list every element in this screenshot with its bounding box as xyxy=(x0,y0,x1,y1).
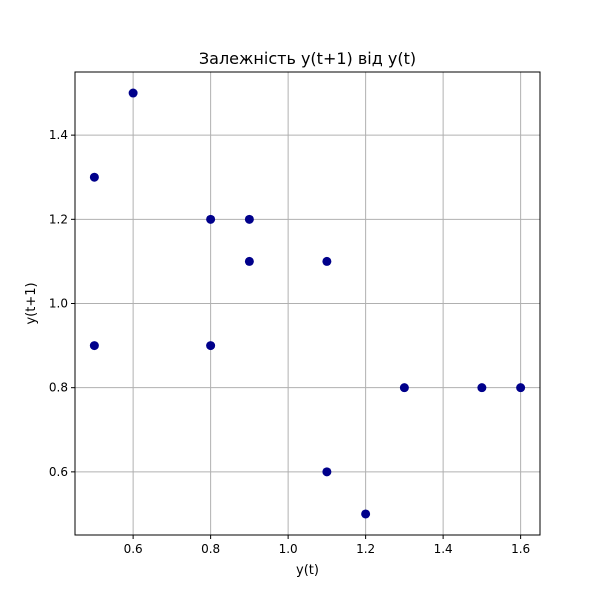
x-tick-label: 1.6 xyxy=(511,542,530,556)
scatter-point xyxy=(399,383,409,393)
chart-title: Залежність y(t+1) від y(t) xyxy=(199,49,416,68)
y-tick-label: 1.0 xyxy=(49,297,68,311)
scatter-point xyxy=(516,383,526,393)
scatter-point xyxy=(244,214,254,224)
scatter-point xyxy=(89,172,99,182)
scatter-point xyxy=(128,88,138,98)
x-tick-label: 1.4 xyxy=(434,542,453,556)
data-points xyxy=(89,88,526,519)
x-tick-label: 0.6 xyxy=(124,542,143,556)
x-tick-label: 0.8 xyxy=(201,542,220,556)
scatter-point xyxy=(361,509,371,519)
y-tick-label: 1.4 xyxy=(49,128,68,142)
y-tick-label: 1.2 xyxy=(49,212,68,226)
scatter-point xyxy=(89,341,99,351)
scatter-point xyxy=(206,341,216,351)
y-tick-label: 0.8 xyxy=(49,381,68,395)
y-axis-ticks: 0.6 0.8 1.0 1.2 1.4 xyxy=(49,128,75,479)
x-tick-label: 1.0 xyxy=(279,542,298,556)
scatter-point xyxy=(206,214,216,224)
x-tick-label: 1.2 xyxy=(356,542,375,556)
x-axis-ticks: 0.6 0.8 1.0 1.2 1.4 1.6 xyxy=(124,535,530,556)
grid xyxy=(75,72,540,535)
scatter-point xyxy=(477,383,487,393)
scatter-point xyxy=(322,256,332,266)
y-tick-label: 0.6 xyxy=(49,465,68,479)
x-axis-label: y(t) xyxy=(296,563,319,578)
scatter-point xyxy=(244,256,254,266)
scatter-point xyxy=(322,467,332,477)
y-axis-label: y(t+1) xyxy=(24,282,39,324)
